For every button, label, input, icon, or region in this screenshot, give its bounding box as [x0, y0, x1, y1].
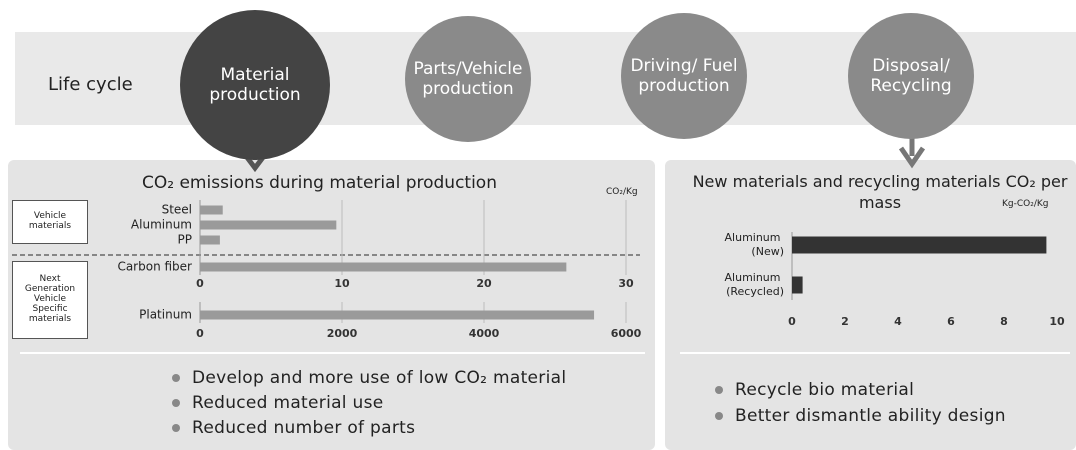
unit-label: Kg-CO₂/Kg [1002, 199, 1049, 209]
x-tick-label: 0 [196, 327, 204, 340]
group-label: Next Generation Vehicle Specific materia… [12, 261, 88, 339]
x-tick-label: 8 [1000, 315, 1008, 328]
category-label: Carbon fiber [117, 260, 192, 274]
bar [200, 220, 337, 230]
category-label: PP [178, 233, 192, 247]
bullet: Recycle bio material [715, 380, 914, 400]
stage: Material production [180, 10, 330, 160]
left-title: CO₂ emissions during material production [142, 173, 497, 193]
bar [200, 310, 595, 320]
category-label: Aluminum [131, 218, 192, 232]
bar [792, 236, 1047, 254]
bar [200, 235, 220, 245]
stage: Driving/ Fuel production [621, 13, 747, 139]
lifecycle-label: Life cycle [48, 74, 133, 95]
x-tick-label: 10 [334, 277, 350, 290]
x-tick-label: 2 [841, 315, 849, 328]
bar [200, 205, 223, 215]
x-tick-label: 4000 [469, 327, 500, 340]
stage: Disposal/ Recycling [848, 13, 974, 139]
unit-label: CO₂/Kg [606, 187, 638, 197]
x-tick-label: 6 [947, 315, 955, 328]
x-tick-label: 0 [788, 315, 796, 328]
arrow [898, 138, 926, 169]
right-panel [665, 160, 1076, 450]
x-tick-label: 30 [618, 277, 634, 290]
category-label: Aluminum (Recycled) [725, 271, 784, 298]
category-label: Aluminum (New) [725, 231, 784, 258]
bullet: Better dismantle ability design [715, 406, 1006, 426]
x-tick-label: 10 [1049, 315, 1065, 328]
stage: Parts/Vehicle production [405, 16, 531, 142]
x-tick-label: 6000 [611, 327, 642, 340]
category-label: Platinum [139, 308, 192, 322]
x-tick-label: 0 [196, 277, 204, 290]
bullet: Develop and more use of low CO₂ material [172, 368, 566, 388]
x-tick-label: 4 [894, 315, 902, 328]
bullet: Reduced number of parts [172, 418, 415, 438]
right-title: New materials and recycling materials CO… [692, 172, 1068, 212]
x-tick-label: 20 [476, 277, 492, 290]
bar [792, 276, 803, 294]
category-label: Steel [162, 203, 192, 217]
x-tick-label: 2000 [327, 327, 358, 340]
bullet: Reduced material use [172, 393, 384, 413]
group-label: Vehicle materials [12, 200, 88, 244]
bar [200, 262, 567, 272]
